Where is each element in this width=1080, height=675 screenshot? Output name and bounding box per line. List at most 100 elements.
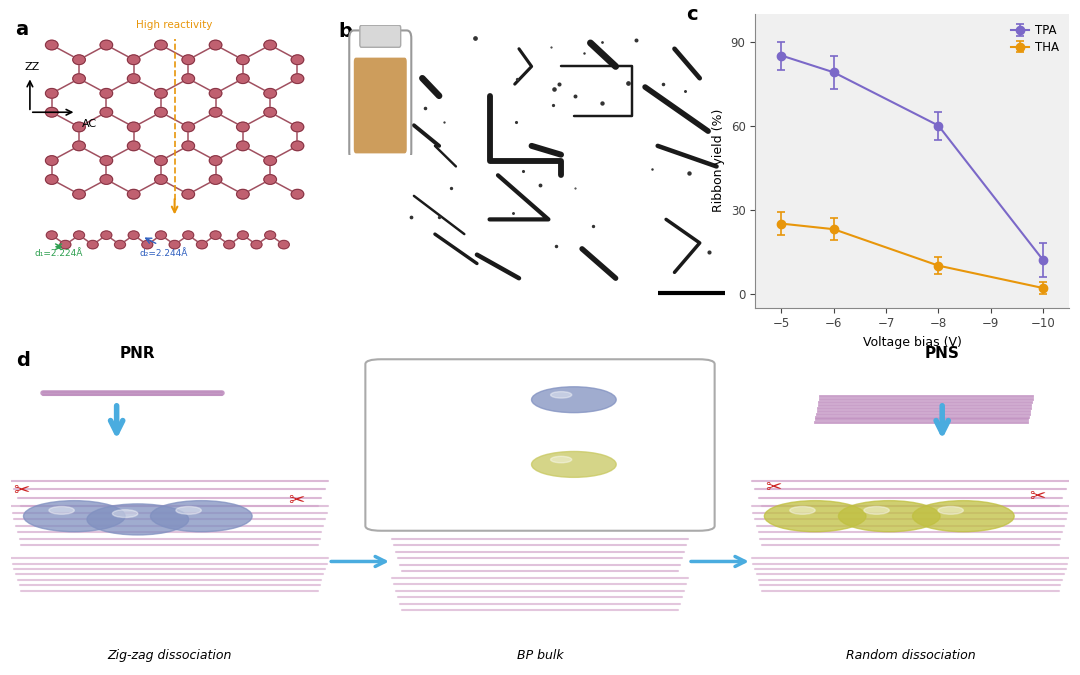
Circle shape <box>789 506 815 514</box>
Circle shape <box>531 387 617 412</box>
Circle shape <box>210 88 221 98</box>
Circle shape <box>292 141 303 151</box>
Circle shape <box>45 175 58 184</box>
Circle shape <box>45 88 58 98</box>
Text: Random dissociation: Random dissociation <box>846 649 975 662</box>
Circle shape <box>154 40 167 50</box>
Text: 20 Å: 20 Å <box>397 460 422 469</box>
Circle shape <box>838 501 940 532</box>
Circle shape <box>765 501 866 532</box>
Circle shape <box>210 107 221 117</box>
Text: d₁=2.224Å: d₁=2.224Å <box>35 249 83 258</box>
Y-axis label: Ribbon yield (%): Ribbon yield (%) <box>712 109 725 212</box>
Circle shape <box>251 240 262 249</box>
Text: PNS: PNS <box>924 346 960 360</box>
Circle shape <box>264 40 276 50</box>
Circle shape <box>264 175 276 184</box>
Circle shape <box>183 74 194 84</box>
Circle shape <box>60 240 71 249</box>
Text: 10 Å: 10 Å <box>397 395 422 405</box>
Circle shape <box>72 122 85 132</box>
Circle shape <box>127 141 140 151</box>
Text: d₂=2.244Å: d₂=2.244Å <box>139 249 188 258</box>
Circle shape <box>237 122 249 132</box>
Circle shape <box>551 456 571 463</box>
Circle shape <box>265 231 275 240</box>
Circle shape <box>72 190 85 199</box>
Circle shape <box>45 40 58 50</box>
Text: High reactivity: High reactivity <box>136 20 213 30</box>
Circle shape <box>100 156 112 165</box>
Circle shape <box>154 107 167 117</box>
Text: Solvated TPA: Solvated TPA <box>624 395 698 405</box>
Circle shape <box>183 190 194 199</box>
Circle shape <box>112 510 138 518</box>
Circle shape <box>72 55 85 65</box>
Circle shape <box>49 506 75 514</box>
Circle shape <box>100 40 112 50</box>
Circle shape <box>24 501 125 532</box>
Circle shape <box>176 506 201 514</box>
Circle shape <box>264 156 276 165</box>
Circle shape <box>279 240 289 249</box>
Circle shape <box>183 122 194 132</box>
Text: d: d <box>16 351 30 370</box>
Text: ✂: ✂ <box>13 481 29 500</box>
Circle shape <box>114 240 125 249</box>
Circle shape <box>127 122 140 132</box>
Circle shape <box>73 231 84 240</box>
Text: ✦: ✦ <box>436 393 448 407</box>
Circle shape <box>45 156 58 165</box>
Text: ✂: ✂ <box>765 477 781 497</box>
Text: Solvated THA: Solvated THA <box>624 460 700 469</box>
Circle shape <box>292 74 303 84</box>
Circle shape <box>154 88 167 98</box>
Circle shape <box>46 231 57 240</box>
Text: ✦: ✦ <box>435 456 450 473</box>
Circle shape <box>237 55 249 65</box>
Circle shape <box>292 122 303 132</box>
Circle shape <box>210 156 221 165</box>
Circle shape <box>100 175 112 184</box>
Circle shape <box>237 141 249 151</box>
Text: ZZ: ZZ <box>25 62 40 72</box>
Circle shape <box>237 74 249 84</box>
Circle shape <box>238 231 248 240</box>
Circle shape <box>127 190 140 199</box>
Text: c: c <box>686 5 698 24</box>
Circle shape <box>154 156 167 165</box>
Circle shape <box>154 175 167 184</box>
Circle shape <box>210 175 221 184</box>
Circle shape <box>211 231 221 240</box>
Circle shape <box>183 231 193 240</box>
Circle shape <box>100 231 112 240</box>
Text: TPA: TPA <box>465 394 489 406</box>
Circle shape <box>183 55 194 65</box>
Circle shape <box>183 141 194 151</box>
Text: PNR: PNR <box>360 28 392 43</box>
Text: THA: THA <box>465 458 491 471</box>
Circle shape <box>141 240 152 249</box>
Circle shape <box>197 240 207 249</box>
Circle shape <box>100 88 112 98</box>
Circle shape <box>72 141 85 151</box>
Legend: TPA, THA: TPA, THA <box>1007 20 1064 59</box>
Circle shape <box>87 504 189 535</box>
Circle shape <box>129 231 139 240</box>
Circle shape <box>150 501 252 532</box>
Text: AC: AC <box>82 119 97 128</box>
Circle shape <box>292 55 303 65</box>
Text: BP bulk: BP bulk <box>516 649 564 662</box>
Circle shape <box>156 231 166 240</box>
Text: ✂: ✂ <box>288 491 305 510</box>
Circle shape <box>264 88 276 98</box>
Circle shape <box>937 506 963 514</box>
Text: b: b <box>338 22 352 41</box>
X-axis label: Voltage bias (V): Voltage bias (V) <box>863 336 961 349</box>
Circle shape <box>531 452 617 477</box>
Circle shape <box>170 240 180 249</box>
Circle shape <box>264 107 276 117</box>
Text: PNR: PNR <box>120 346 156 360</box>
Circle shape <box>913 501 1014 532</box>
Circle shape <box>127 55 140 65</box>
